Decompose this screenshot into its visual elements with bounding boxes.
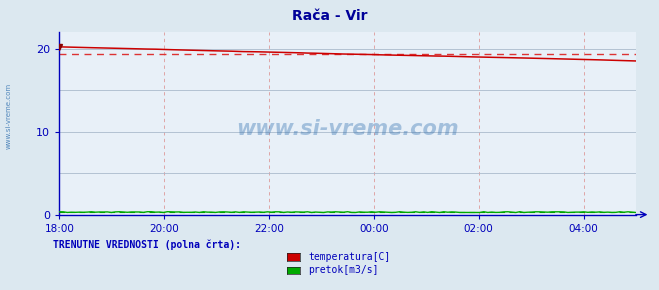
Text: temperatura[C]: temperatura[C] — [308, 252, 391, 262]
Text: TRENUTNE VREDNOSTI (polna črta):: TRENUTNE VREDNOSTI (polna črta): — [53, 240, 241, 250]
Text: pretok[m3/s]: pretok[m3/s] — [308, 265, 379, 275]
Text: Rača - Vir: Rača - Vir — [292, 9, 367, 23]
Text: www.si-vreme.com: www.si-vreme.com — [5, 83, 11, 149]
Text: www.si-vreme.com: www.si-vreme.com — [237, 119, 459, 139]
